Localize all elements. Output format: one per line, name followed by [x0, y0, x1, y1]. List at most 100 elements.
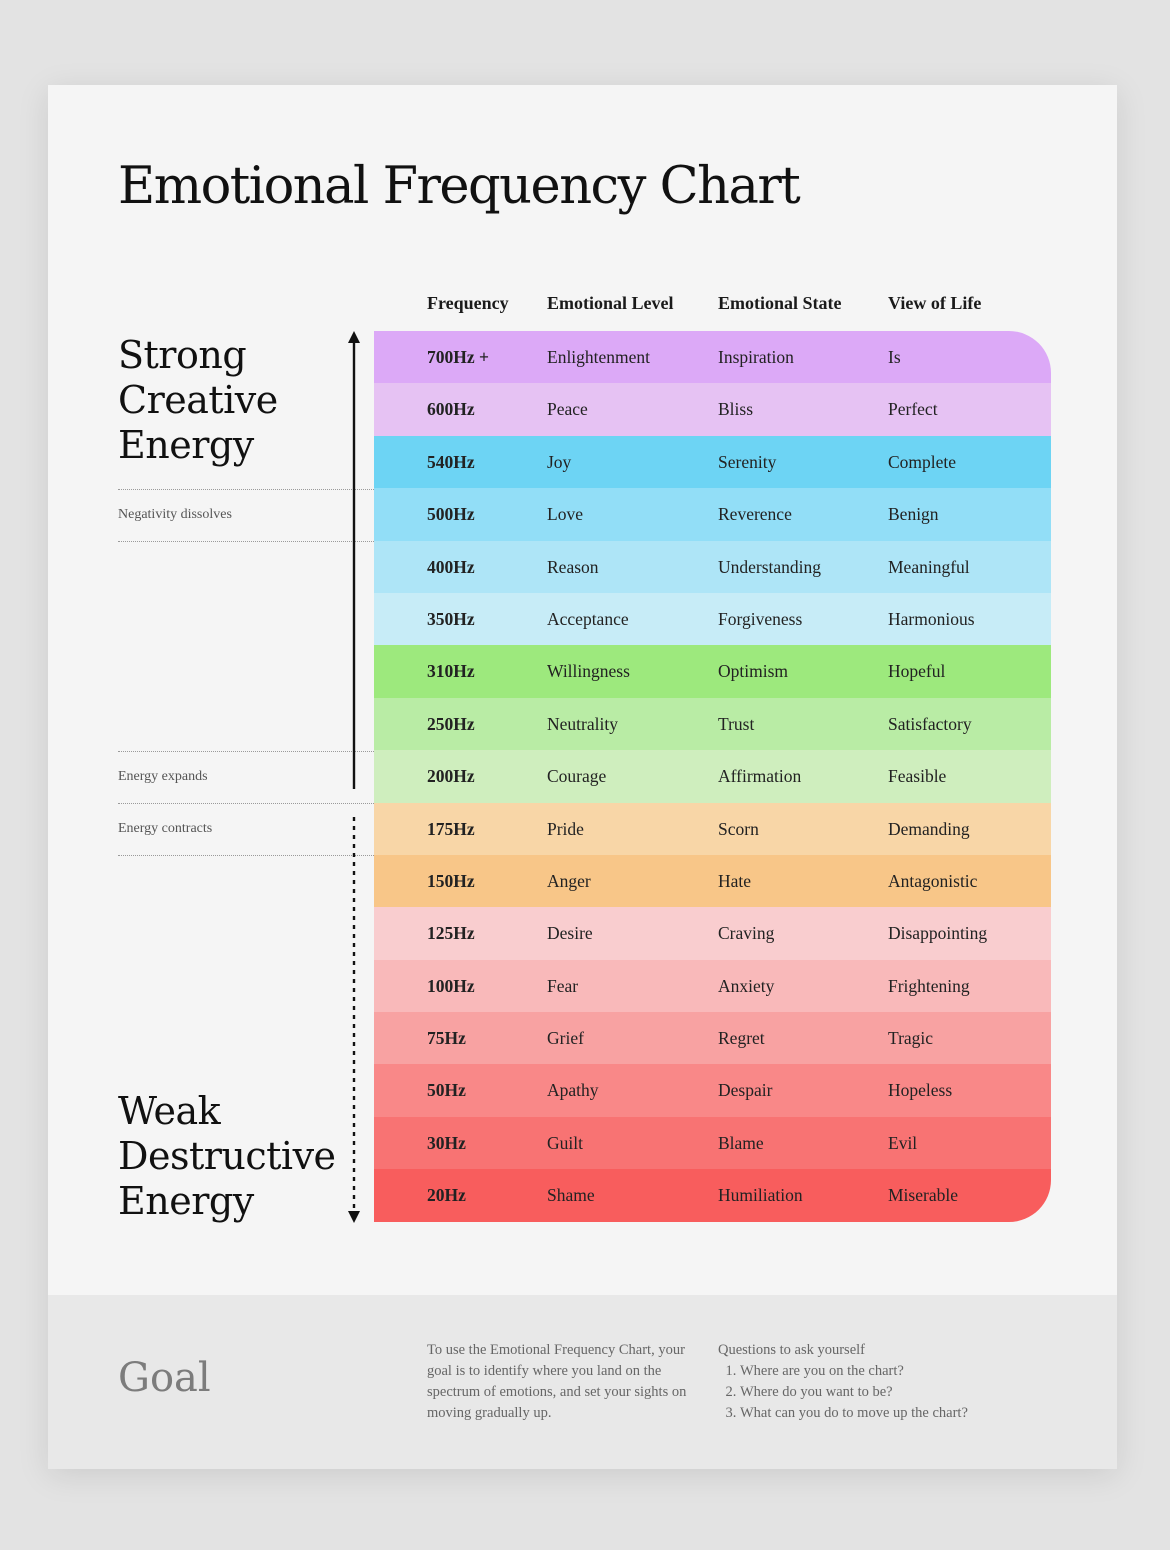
emotional-state-cell: Trust — [718, 713, 755, 734]
view-of-life-cell: Hopeful — [888, 661, 946, 682]
goal-heading: Goal — [118, 1355, 211, 1401]
emotional-state-cell: Anxiety — [718, 975, 775, 996]
marker-energy-contracts: Energy contracts — [118, 803, 374, 856]
header-emotional-state: Emotional State — [718, 293, 842, 313]
table-row: 175Hz Pride Scorn Demanding — [374, 802, 1051, 855]
frequency-cell: 250Hz — [427, 713, 475, 734]
table-row: 500Hz Love Reverence Benign — [374, 488, 1051, 541]
emotional-level-cell: Peace — [547, 399, 588, 420]
emotional-level-cell: Courage — [547, 766, 607, 787]
table-row: 125Hz Desire Craving Disappointing — [374, 907, 1051, 960]
emotional-level-cell: Anger — [547, 870, 591, 891]
emotional-level-cell: Willingness — [547, 661, 630, 682]
view-of-life-cell: Tragic — [888, 1028, 934, 1049]
emotional-state-cell: Despair — [718, 1080, 773, 1101]
weak-destructive-energy-label: Weak Destructive Energy — [118, 1089, 336, 1223]
emotional-level-cell: Apathy — [547, 1080, 599, 1101]
table-row: 400Hz Reason Understanding Meaningful — [374, 540, 1051, 593]
emotional-level-cell: Acceptance — [547, 608, 629, 629]
view-of-life-cell: Perfect — [888, 399, 938, 420]
strong-creative-energy-label: Strong Creative Energy — [118, 333, 278, 467]
emotional-state-cell: Blame — [718, 1132, 764, 1153]
table-row: 75Hz Grief Regret Tragic — [374, 1012, 1051, 1065]
table-row: 250Hz Neutrality Trust Satisfactory — [374, 697, 1051, 751]
view-of-life-cell: Feasible — [888, 766, 947, 787]
frequency-cell: 125Hz — [427, 923, 475, 944]
table-row: 310Hz Willingness Optimism Hopeful — [374, 645, 1051, 698]
table-row: 100Hz Fear Anxiety Frightening — [374, 959, 1051, 1013]
table-row: 20Hz Shame Humiliation Miserable — [374, 1169, 1051, 1222]
question-item: Where do you want to be? — [740, 1382, 1038, 1403]
frequency-cell: 150Hz — [427, 870, 475, 891]
view-of-life-cell: Hopeless — [888, 1080, 953, 1101]
view-of-life-cell: Harmonious — [888, 608, 975, 629]
frequency-cell: 100Hz — [427, 975, 475, 996]
emotional-level-cell: Reason — [547, 556, 599, 577]
questions-title: Questions to ask yourself — [718, 1342, 865, 1358]
view-of-life-cell: Antagonistic — [888, 870, 978, 891]
emotional-state-cell: Regret — [718, 1028, 765, 1049]
frequency-cell: 50Hz — [427, 1080, 466, 1101]
emotional-state-cell: Reverence — [718, 504, 792, 525]
emotional-level-cell: Love — [547, 504, 583, 525]
view-of-life-cell: Miserable — [888, 1185, 958, 1206]
emotional-level-cell: Enlightenment — [547, 347, 651, 367]
view-of-life-cell: Complete — [888, 451, 957, 472]
header-emotional-level: Emotional Level — [547, 293, 674, 313]
question-item: What can you do to move up the chart? — [740, 1403, 1038, 1424]
emotional-state-cell: Optimism — [718, 661, 789, 682]
frequency-cell: 400Hz — [427, 556, 475, 577]
questions-block: Questions to ask yourself Where are you … — [718, 1340, 1038, 1424]
emotional-level-cell: Grief — [547, 1028, 584, 1049]
emotional-level-cell: Fear — [547, 975, 579, 996]
table-row: 600Hz Peace Bliss Perfect — [374, 383, 1051, 436]
frequency-cell: 30Hz — [427, 1132, 466, 1153]
question-item: Where are you on the chart? — [740, 1361, 1038, 1382]
table-row: 50Hz Apathy Despair Hopeless — [374, 1064, 1051, 1117]
table-row: 700Hz + Enlightenment Inspiration Is — [374, 331, 1051, 384]
emotional-level-cell: Neutrality — [547, 713, 618, 734]
emotional-level-cell: Joy — [547, 451, 572, 472]
emotional-state-cell: Inspiration — [718, 347, 794, 367]
column-headers: Frequency Emotional Level Emotional Stat… — [48, 293, 1117, 317]
emotional-level-cell: Pride — [547, 818, 584, 839]
questions-list: Where are you on the chart? Where do you… — [718, 1361, 1038, 1424]
emotional-level-cell: Guilt — [547, 1132, 583, 1153]
marker-energy-expands: Energy expands — [118, 751, 374, 804]
chart-card: Emotional Frequency Chart Frequency Emot… — [48, 85, 1117, 1469]
view-of-life-cell: Benign — [888, 504, 939, 525]
view-of-life-cell: Evil — [888, 1132, 918, 1153]
view-of-life-cell: Is — [888, 347, 901, 367]
view-of-life-cell: Satisfactory — [888, 713, 972, 734]
header-view-of-life: View of Life — [888, 293, 982, 313]
table-row: 540Hz Joy Serenity Complete — [374, 435, 1051, 489]
emotional-state-cell: Craving — [718, 923, 775, 944]
frequency-cell: 540Hz — [427, 451, 475, 472]
header-frequency: Frequency — [427, 293, 509, 313]
energy-arrow-icon — [348, 331, 360, 1223]
frequency-cell: 20Hz — [427, 1185, 466, 1206]
emotional-state-cell: Forgiveness — [718, 608, 803, 629]
frequency-cell: 600Hz — [427, 399, 475, 420]
frequency-cell: 175Hz — [427, 818, 475, 839]
marker-negativity-dissolves: Negativity dissolves — [118, 489, 374, 542]
frequency-table: 700Hz + Enlightenment Inspiration Is 600Hz Pe… — [374, 331, 1051, 1222]
view-of-life-cell: Demanding — [888, 818, 970, 839]
emotional-state-cell: Scorn — [718, 818, 759, 839]
table-row: 350Hz Acceptance Forgiveness Harmonious — [374, 592, 1051, 646]
emotional-state-cell: Bliss — [718, 399, 754, 420]
emotional-state-cell: Hate — [718, 870, 752, 891]
view-of-life-cell: Meaningful — [888, 556, 970, 577]
frequency-cell: 500Hz — [427, 504, 475, 525]
table-row: 150Hz Anger Hate Antagonistic — [374, 854, 1051, 908]
frequency-cell: 75Hz — [427, 1028, 466, 1049]
frequency-cell: 350Hz — [427, 608, 475, 629]
emotional-level-cell: Shame — [547, 1185, 595, 1206]
frequency-cell: 310Hz — [427, 661, 475, 682]
emotional-state-cell: Understanding — [718, 556, 822, 577]
frequency-cell: 700Hz + — [427, 347, 489, 367]
table-row: 30Hz Guilt Blame Evil — [374, 1116, 1051, 1170]
emotional-level-cell: Desire — [547, 923, 593, 944]
view-of-life-cell: Disappointing — [888, 923, 988, 944]
emotional-state-cell: Serenity — [718, 451, 777, 472]
